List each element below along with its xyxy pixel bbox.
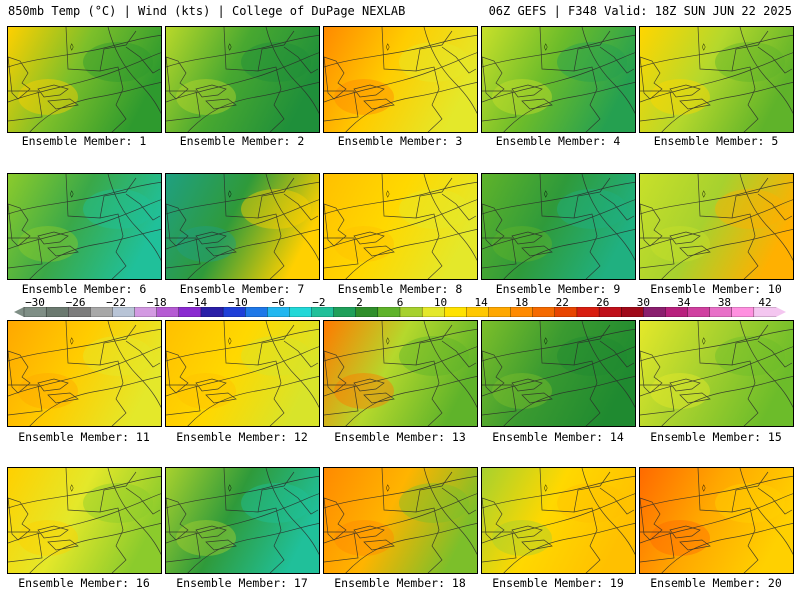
colorbar-swatch (245, 307, 268, 317)
ensemble-member-label: Ensemble Member: 1 (21, 134, 147, 148)
svg-text:◊: ◊ (544, 484, 548, 492)
colorbar-max-arrow (776, 307, 786, 317)
colorbar-tick-label: 34 (677, 296, 691, 309)
ensemble-member-map: ◊ (165, 26, 320, 133)
svg-text:◊: ◊ (228, 190, 232, 198)
ensemble-member-label: Ensemble Member: 8 (337, 282, 463, 296)
colorbar-tick-label: −6 (271, 296, 285, 309)
ensemble-member-label: Ensemble Member: 2 (179, 134, 305, 148)
ensemble-member-map: ◊ (165, 173, 320, 280)
colorbar-swatch (399, 307, 423, 317)
svg-text:◊: ◊ (386, 43, 390, 51)
colorbar-tick-label: 42 (758, 296, 772, 309)
ensemble-member-label: Ensemble Member: 18 (334, 576, 466, 590)
svg-text:◊: ◊ (70, 190, 74, 198)
colorbar-tick-label: 30 (636, 296, 650, 309)
ensemble-member-map: ◊ (481, 26, 636, 133)
ensemble-member-label: Ensemble Member: 7 (179, 282, 305, 296)
colorbar-swatch (687, 307, 711, 317)
colorbar-tick-label: 18 (515, 296, 529, 309)
ensemble-member-map: ◊ (481, 320, 636, 427)
ensemble-member-label: Ensemble Member: 16 (18, 576, 150, 590)
svg-text:◊: ◊ (544, 43, 548, 51)
temperature-colorbar (14, 307, 786, 317)
ensemble-member-map: ◊ (7, 173, 162, 280)
ensemble-member-label: Ensemble Member: 15 (650, 430, 782, 444)
ensemble-member-label: Ensemble Member: 11 (18, 430, 150, 444)
colorbar-tick-label: 6 (396, 296, 404, 309)
colorbar-tick-label: −10 (227, 296, 248, 309)
ensemble-member-label: Ensemble Member: 20 (650, 576, 782, 590)
colorbar-swatch (731, 307, 755, 317)
colorbar-tick-label: −18 (146, 296, 167, 309)
ensemble-member-map: ◊ (323, 320, 478, 427)
colorbar-swatch (488, 307, 512, 317)
svg-text:◊: ◊ (70, 43, 74, 51)
colorbar-swatch (444, 307, 467, 317)
colorbar-tick-label: 14 (474, 296, 488, 309)
svg-text:◊: ◊ (228, 337, 232, 345)
colorbar-swatch (333, 307, 357, 317)
ensemble-member-map: ◊ (481, 173, 636, 280)
ensemble-member-label: Ensemble Member: 10 (650, 282, 782, 296)
ensemble-member-label: Ensemble Member: 17 (176, 576, 308, 590)
colorbar-min-arrow (14, 307, 24, 317)
svg-text:◊: ◊ (70, 337, 74, 345)
svg-text:◊: ◊ (386, 337, 390, 345)
header-run-valid: 06Z GEFS | F348 Valid: 18Z SUN JUN 22 20… (488, 4, 792, 18)
colorbar-tick-label: 2 (356, 296, 363, 309)
svg-text:◊: ◊ (702, 43, 706, 51)
ensemble-member-label: Ensemble Member: 3 (337, 134, 463, 148)
ensemble-member-map: ◊ (7, 320, 162, 427)
ensemble-member-map: ◊ (639, 320, 794, 427)
ensemble-member-map: ◊ (639, 26, 794, 133)
ensemble-member-map: ◊ (7, 26, 162, 133)
colorbar-swatch (289, 307, 312, 317)
ensemble-member-map: ◊ (323, 467, 478, 574)
ensemble-member-map: ◊ (7, 467, 162, 574)
colorbar-tick-label: −22 (106, 296, 127, 309)
colorbar-tick-label: 10 (433, 296, 448, 309)
ensemble-member-label: Ensemble Member: 13 (334, 430, 466, 444)
ensemble-member-label: Ensemble Member: 14 (492, 430, 624, 444)
ensemble-member-label: Ensemble Member: 19 (492, 576, 624, 590)
colorbar-tick-label: −2 (312, 296, 326, 309)
colorbar-tick-label: 38 (717, 296, 732, 309)
colorbar-tick-label: −14 (187, 296, 208, 309)
ensemble-member-label: Ensemble Member: 9 (495, 282, 621, 296)
ensemble-member-label: Ensemble Member: 5 (653, 134, 779, 148)
colorbar-swatch (532, 307, 556, 317)
svg-text:◊: ◊ (386, 484, 390, 492)
svg-text:◊: ◊ (702, 337, 706, 345)
svg-text:◊: ◊ (228, 43, 232, 51)
ensemble-member-map: ◊ (639, 173, 794, 280)
svg-text:◊: ◊ (544, 190, 548, 198)
ensemble-member-map: ◊ (481, 467, 636, 574)
svg-text:◊: ◊ (386, 190, 390, 198)
ensemble-member-label: Ensemble Member: 4 (495, 134, 621, 148)
svg-text:◊: ◊ (702, 484, 706, 492)
svg-text:◊: ◊ (70, 484, 74, 492)
svg-text:◊: ◊ (702, 190, 706, 198)
ensemble-member-map: ◊ (165, 467, 320, 574)
colorbar-tick-label: 26 (596, 296, 610, 309)
header-title: 850mb Temp (°C) | Wind (kts) | College o… (8, 4, 406, 18)
ensemble-member-map: ◊ (639, 467, 794, 574)
colorbar-tick-label: −26 (65, 296, 86, 309)
svg-text:◊: ◊ (228, 484, 232, 492)
colorbar-tick-label: −30 (25, 296, 45, 309)
ensemble-member-map: ◊ (165, 320, 320, 427)
ensemble-member-map: ◊ (323, 26, 478, 133)
ensemble-member-label: Ensemble Member: 12 (176, 430, 308, 444)
svg-text:◊: ◊ (544, 337, 548, 345)
colorbar-tick-label: 22 (555, 296, 569, 309)
ensemble-member-label: Ensemble Member: 6 (21, 282, 147, 296)
ensemble-member-map: ◊ (323, 173, 478, 280)
